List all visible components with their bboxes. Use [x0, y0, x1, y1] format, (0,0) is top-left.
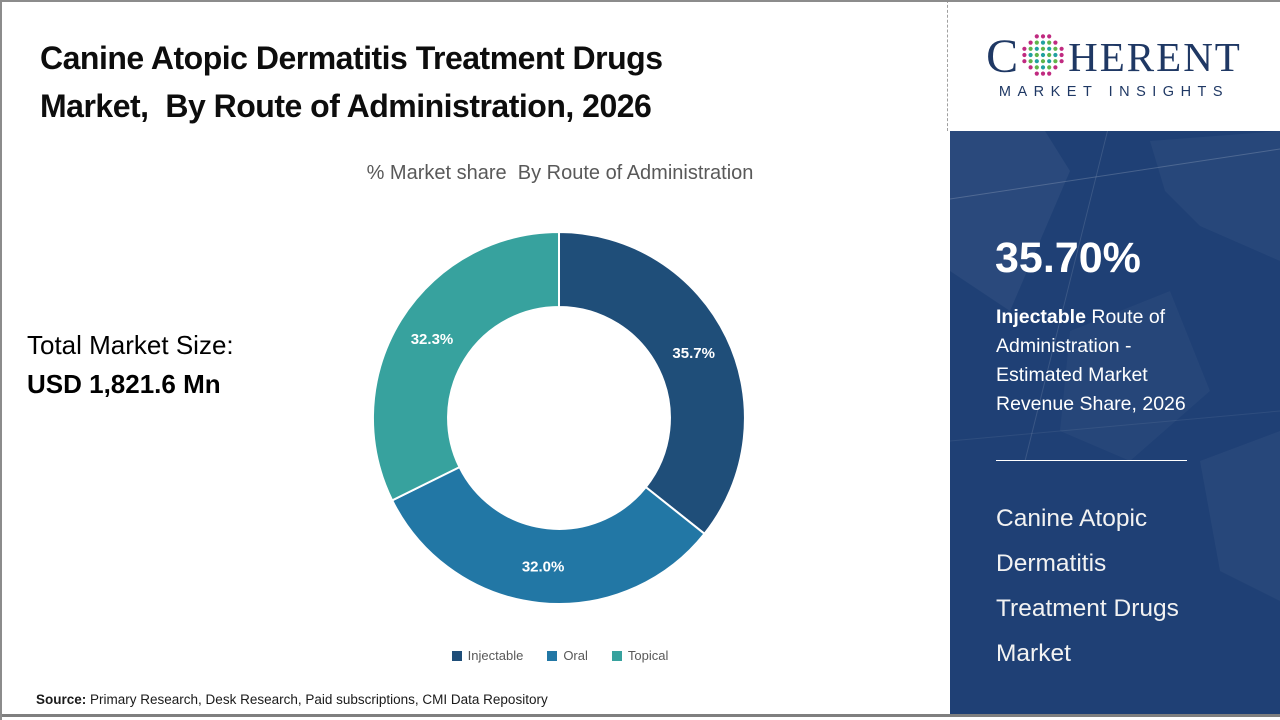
- globe-dot: [1028, 64, 1033, 69]
- globe-dot: [1041, 33, 1046, 38]
- source-note: Source: Primary Research, Desk Research,…: [36, 692, 548, 707]
- chart-subtitle: % Market share By Route of Administratio…: [366, 162, 754, 184]
- chart-area: Canine Atopic Dermatitis Treatment Drugs…: [27, 34, 920, 707]
- globe-dot: [1041, 52, 1046, 57]
- legend-label: Topical: [627, 648, 669, 663]
- globe-dot: [1053, 52, 1058, 57]
- donut-chart: 35.7% 32.0% 32.3%: [369, 228, 749, 608]
- globe-dot: [1022, 46, 1027, 51]
- globe-dot: [1028, 40, 1033, 45]
- source-label: Source:: [36, 692, 87, 707]
- total-market-size-value: USD 1,821.6 Mn: [27, 369, 221, 399]
- globe-dot: [1059, 46, 1064, 51]
- globe-dot: [1028, 58, 1033, 63]
- globe-dot: [1059, 58, 1064, 63]
- chart-legend: Injectable Oral Topical: [200, 648, 920, 663]
- brand-logo-band: C HERENT MARKET INSIGHTS: [947, 0, 1280, 131]
- stat-description-lead: Injectable: [996, 306, 1086, 328]
- globe-dot: [1034, 46, 1040, 51]
- globe-dot: [1028, 46, 1033, 51]
- panel-divider: [996, 460, 1187, 461]
- globe-dot: [1041, 58, 1046, 63]
- legend-item-oral: Oral: [547, 648, 588, 663]
- globe-dot: [1022, 52, 1027, 57]
- stat-description: Injectable Route of Administration - Est…: [996, 303, 1208, 419]
- logo-tagline: MARKET INSIGHTS: [998, 83, 1230, 100]
- page-title-line1: Canine Atopic Dermatitis Treatment Drugs: [40, 40, 663, 76]
- globe-dot: [1059, 52, 1064, 57]
- donut-segment-topical: [371, 230, 560, 502]
- legend-swatch-icon: [547, 650, 558, 661]
- globe-dot: [1053, 46, 1058, 51]
- globe-dot: [1053, 58, 1058, 63]
- legend-item-topical: Topical: [611, 648, 669, 663]
- globe-dot: [1053, 40, 1058, 45]
- donut-label-topical: 32.3%: [411, 331, 454, 348]
- globe-dot: [1041, 71, 1046, 76]
- globe-dot: [1047, 64, 1052, 69]
- globe-dot: [1041, 46, 1046, 51]
- total-market-size: Total Market Size: USD 1,821.6 Mn: [27, 326, 234, 404]
- globe-dot: [1047, 52, 1052, 57]
- donut-label-injectable: 35.7%: [672, 345, 715, 362]
- globe-dots-icon: [1022, 33, 1064, 76]
- logo-letters-herent: HERENT: [1068, 33, 1242, 80]
- globe-dot: [1041, 64, 1046, 69]
- globe-dot: [1047, 46, 1052, 51]
- legend-label: Injectable: [467, 648, 524, 663]
- globe-dot: [1047, 58, 1052, 63]
- globe-dot: [1034, 58, 1040, 63]
- highlight-panel-content: 35.70% Injectable Route of Administratio…: [950, 131, 1280, 714]
- globe-dot: [1041, 40, 1046, 45]
- globe-dot: [1028, 52, 1033, 57]
- legend-swatch-icon: [611, 650, 622, 661]
- donut-segment-injectable: [558, 230, 746, 536]
- total-market-size-label: Total Market Size:: [27, 330, 234, 360]
- page-title-line2: Market, By Route of Administration, 2026: [40, 88, 652, 124]
- sidebar: C HERENT MARKET INSIGHTS 35.70% Injectab…: [947, 0, 1280, 714]
- donut-chart-svg: 35.7% 32.0% 32.3%: [371, 230, 746, 605]
- source-text: Primary Research, Desk Research, Paid su…: [90, 692, 548, 707]
- globe-dot: [1022, 58, 1027, 63]
- globe-dot: [1034, 33, 1040, 38]
- globe-dot: [1047, 33, 1052, 38]
- legend-item-injectable: Injectable: [451, 648, 524, 663]
- world-map-texture: [950, 131, 1280, 601]
- panel-market-title: Canine Atopic Dermatitis Treatment Drugs…: [996, 505, 1179, 667]
- donut-segment-oral: [390, 465, 706, 605]
- coherent-logo: C HERENT: [986, 32, 1242, 82]
- logo-letter-c: C: [986, 29, 1019, 83]
- bottom-rule: [0, 714, 1280, 717]
- legend-label: Oral: [563, 648, 588, 663]
- globe-dot: [1034, 64, 1040, 69]
- donut-label-oral: 32.0%: [522, 559, 565, 576]
- stat-description-rest: Route of Administration - Estimated Mark…: [996, 306, 1186, 415]
- globe-dot: [1047, 71, 1052, 76]
- globe-dot: [1034, 71, 1040, 76]
- legend-swatch-icon: [451, 650, 462, 661]
- highlight-panel: 35.70% Injectable Route of Administratio…: [950, 131, 1280, 714]
- globe-dot: [1053, 64, 1058, 69]
- globe-dot: [1034, 52, 1040, 57]
- page-title: Canine Atopic Dermatitis Treatment Drugs…: [40, 34, 663, 130]
- globe-dot: [1034, 40, 1040, 45]
- stat-value: 35.70%: [995, 234, 1141, 282]
- globe-dot: [1047, 40, 1052, 45]
